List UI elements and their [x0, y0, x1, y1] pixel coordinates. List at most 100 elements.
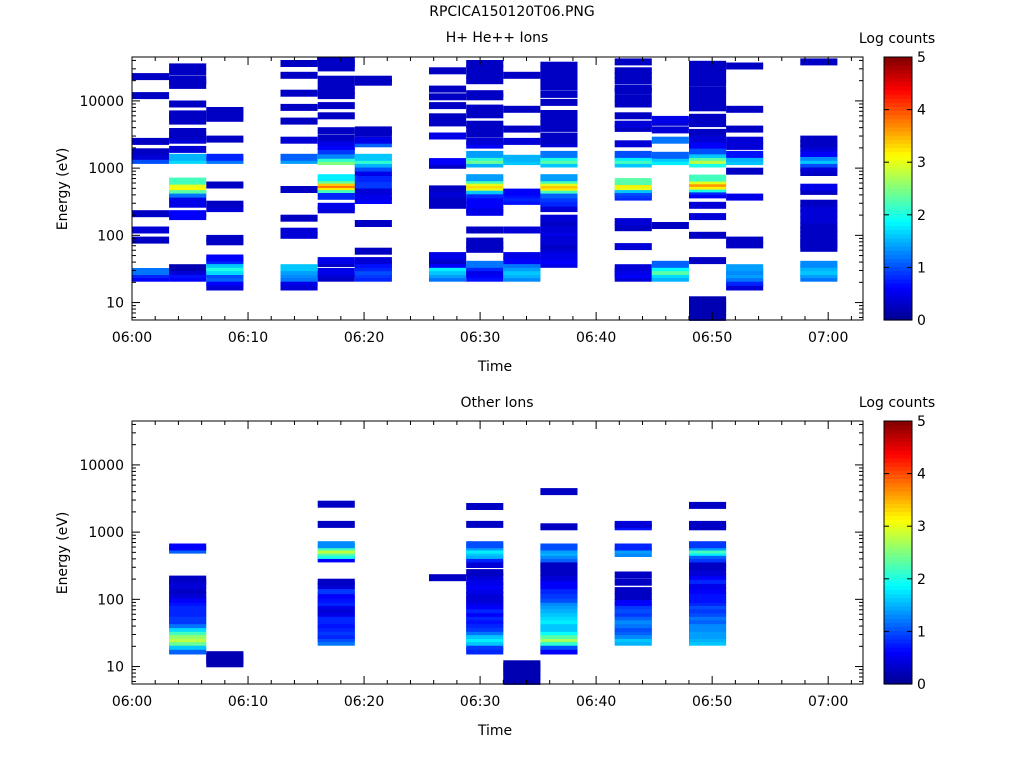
heatmap-cell	[614, 58, 652, 66]
heatmap-cell	[614, 638, 652, 646]
heatmap-cell	[614, 621, 652, 629]
panel-title: H+ He++ Ions	[446, 30, 549, 46]
heatmap-cell	[614, 571, 652, 579]
heatmap-cell	[429, 132, 467, 140]
heatmap-cell	[466, 578, 504, 586]
colorbar-swatch	[884, 470, 912, 476]
colorbar-swatch	[884, 69, 912, 75]
heatmap-cell	[689, 572, 727, 580]
colorbar-swatch	[884, 225, 912, 231]
heatmap-cell	[169, 575, 207, 583]
heatmap-cell	[206, 114, 244, 122]
y-tick-label: 100	[97, 228, 124, 244]
heatmap-cell	[280, 89, 318, 97]
colorbar-swatch	[884, 250, 912, 255]
heatmap-cell	[132, 148, 170, 156]
heatmap-cell	[280, 136, 318, 144]
colorbar-swatch	[884, 110, 912, 116]
heatmap-cell	[614, 150, 652, 158]
heatmap-cell	[800, 222, 838, 229]
heatmap-cell	[429, 158, 467, 166]
colorbar-swatch	[884, 663, 912, 669]
heatmap-cell	[503, 105, 541, 113]
heatmap-cell	[280, 264, 318, 272]
heatmap-cell	[726, 193, 764, 201]
heatmap-cell	[132, 274, 170, 282]
colorbar-swatch	[884, 638, 912, 644]
heatmap-cell	[317, 606, 355, 614]
heatmap-cell	[466, 226, 504, 234]
heatmap-cell	[466, 71, 504, 79]
heatmap-cell	[132, 268, 170, 275]
colorbar-swatch	[884, 597, 912, 603]
colorbar-swatch	[884, 651, 912, 656]
colorbar-tick-label: 0	[917, 313, 926, 329]
colorbar-swatch	[884, 589, 912, 595]
colorbar-swatch	[884, 527, 912, 533]
colorbar-swatch	[884, 295, 912, 301]
heatmap-cell	[540, 647, 578, 655]
heatmap-cell	[317, 500, 355, 508]
heatmap-cell	[466, 520, 504, 528]
heatmap-cell	[800, 226, 838, 234]
heatmap-cell	[317, 134, 355, 142]
heatmap-cell	[169, 190, 207, 198]
heatmap-cell	[726, 125, 764, 133]
heatmap-cell	[540, 591, 578, 599]
heatmap-cell	[540, 578, 578, 586]
colorbar-swatch	[884, 217, 912, 222]
colorbar-swatch	[884, 531, 912, 537]
x-tick-label: 06:10	[228, 330, 268, 346]
colorbar-swatch	[884, 482, 912, 488]
heatmap-cell	[317, 202, 355, 210]
heatmap-cell	[689, 104, 727, 112]
heatmap-cell	[800, 205, 838, 213]
heatmap-cell	[354, 160, 392, 168]
heatmap-area	[169, 488, 727, 685]
colorbar-swatch	[884, 548, 912, 554]
colorbar-swatch	[884, 490, 912, 496]
heatmap-cell	[540, 61, 578, 69]
colorbar-swatch	[884, 135, 912, 140]
heatmap-cell	[651, 115, 689, 123]
colorbar-swatch	[884, 118, 912, 124]
colorbar-swatch	[884, 77, 912, 83]
heatmap-cell	[540, 609, 578, 617]
y-axis-label: Energy (eV)	[55, 512, 71, 595]
heatmap-cell	[206, 234, 244, 242]
x-tick-label: 07:00	[808, 330, 848, 346]
heatmap-cell	[800, 164, 838, 172]
heatmap-cell	[800, 160, 838, 168]
heatmap-cell	[726, 278, 764, 286]
heatmap-cell	[317, 541, 355, 549]
heatmap-cell	[466, 191, 504, 199]
colorbar-swatch	[884, 503, 912, 508]
heatmap-cell	[800, 274, 838, 282]
heatmap-cell	[689, 595, 727, 603]
x-tick-label: 06:30	[460, 330, 500, 346]
heatmap-cell	[651, 274, 689, 282]
colorbar-swatch	[884, 453, 912, 459]
colorbar-swatch	[884, 445, 912, 451]
colorbar-tick-label: 5	[917, 50, 926, 66]
heatmap-cell	[169, 274, 207, 282]
heatmap-cell	[317, 56, 355, 64]
heatmap-cell	[614, 543, 652, 551]
heatmap-cell	[614, 520, 652, 528]
heatmap-cell	[800, 199, 838, 207]
heatmap-cell	[429, 67, 467, 75]
x-tick-label: 06:20	[344, 330, 384, 346]
heatmap-cell	[466, 200, 504, 208]
heatmap-cell	[354, 75, 392, 83]
heatmap-cell	[169, 128, 207, 135]
colorbar-tick-label: 2	[917, 208, 926, 224]
heatmap-cell	[614, 71, 652, 79]
heatmap-cell	[614, 632, 652, 639]
colorbar-swatch	[884, 466, 912, 471]
heatmap-cell	[614, 587, 652, 595]
heatmap-cell	[280, 231, 318, 239]
heatmap-cell	[280, 268, 318, 275]
heatmap-cell	[466, 609, 504, 617]
colorbar-swatch	[884, 200, 912, 206]
colorbar-swatch	[884, 573, 912, 578]
